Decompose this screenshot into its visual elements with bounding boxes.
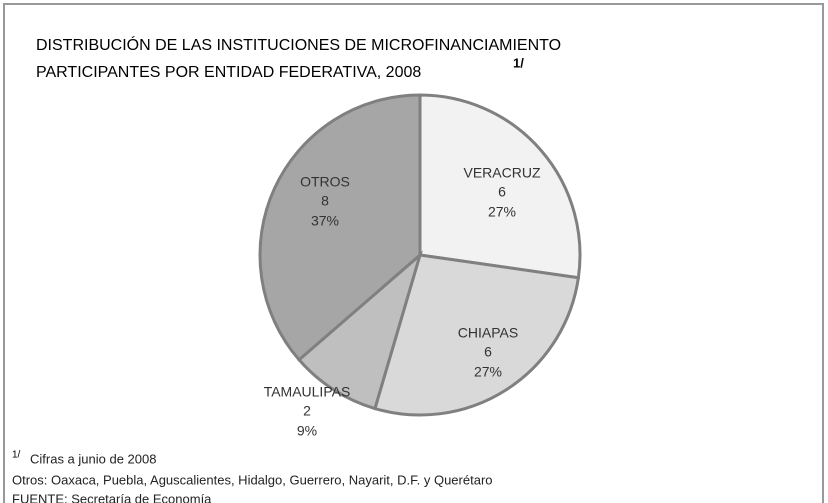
- chart-subtitle: PARTICIPANTES POR ENTIDAD FEDERATIVA, 20…: [36, 64, 421, 81]
- slice-label: TAMAULIPAS: [264, 384, 351, 400]
- pie-slice: [296, 250, 423, 411]
- footnote: Otros: Oaxaca, Puebla, Aguscalientes, Hi…: [12, 472, 493, 487]
- chart-title: DISTRIBUCIÓN DE LAS INSTITUCIONES DE MIC…: [36, 35, 561, 54]
- slice-percent: 37%: [311, 213, 339, 229]
- pie-slice: [258, 93, 422, 362]
- slice-value: 8: [321, 193, 329, 209]
- slice-label: CHIAPAS: [458, 325, 518, 341]
- slice-label: OTROS: [300, 174, 350, 190]
- footnote: FUENTE: Secretaría de Economía: [12, 491, 212, 503]
- slice-value: 6: [498, 184, 506, 200]
- footnote: Cifras a junio de 2008: [30, 451, 156, 466]
- slice-value: 2: [303, 403, 311, 419]
- slice-percent: 27%: [474, 364, 502, 380]
- slice-label: VERACRUZ: [463, 165, 540, 181]
- pie-slice: [373, 253, 581, 417]
- footnote-mark: 1/: [12, 450, 21, 461]
- pie-slice: [418, 93, 582, 280]
- slice-percent: 27%: [488, 204, 516, 220]
- title-note: 1/: [513, 55, 524, 70]
- slice-value: 6: [484, 344, 492, 360]
- pie: [258, 93, 582, 417]
- slice-percent: 9%: [297, 423, 317, 439]
